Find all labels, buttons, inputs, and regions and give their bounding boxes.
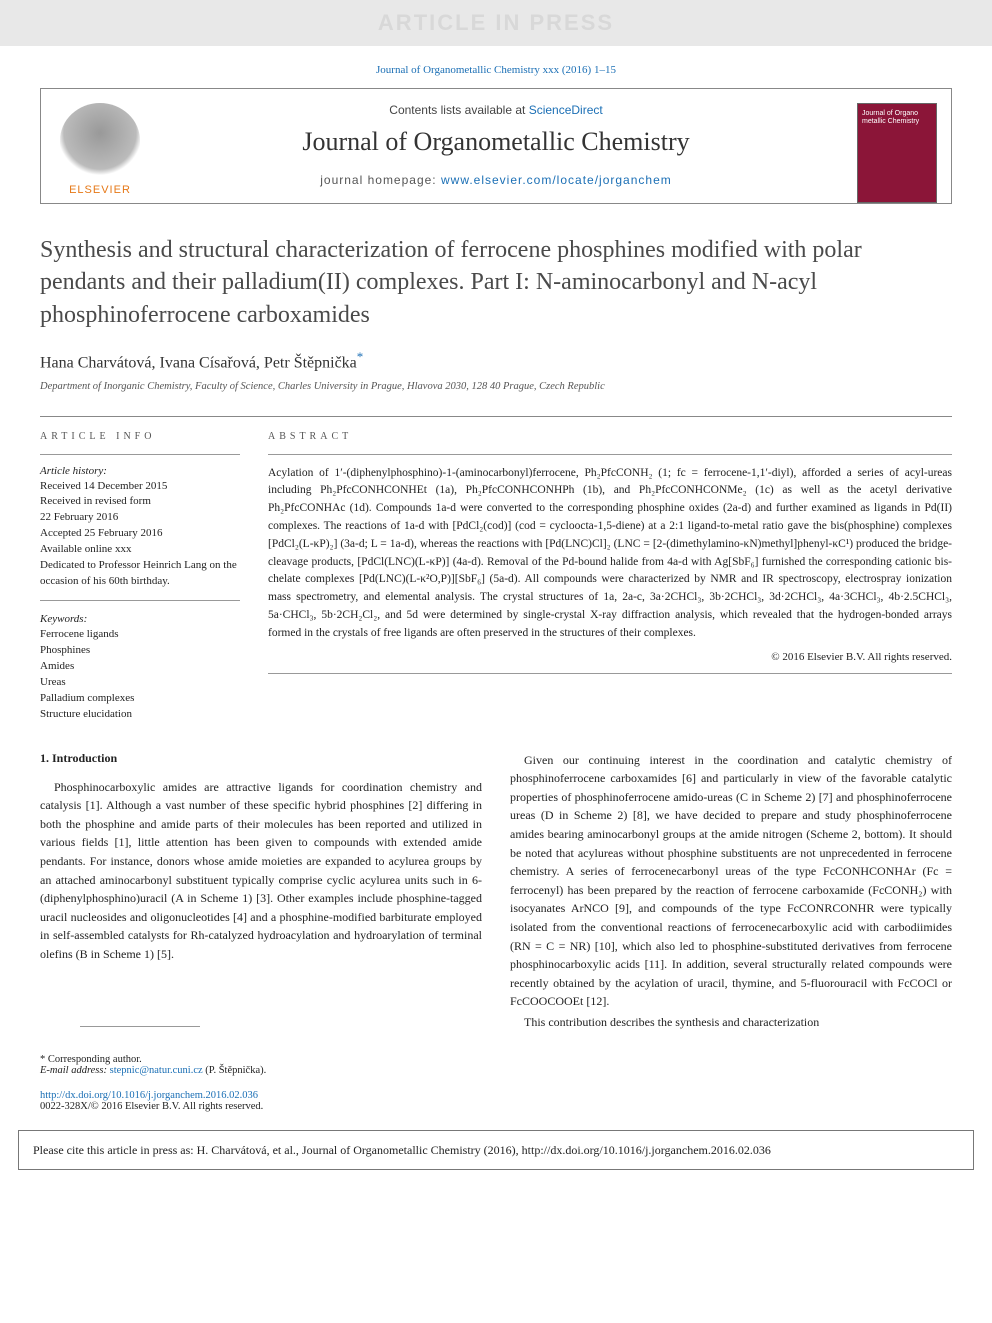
homepage-line: journal homepage: www.elsevier.com/locat… xyxy=(171,173,821,187)
article-info-column: ARTICLE INFO Article history: Received 1… xyxy=(40,431,240,723)
body-column-right: Given our continuing interest in the coo… xyxy=(510,751,952,1034)
body-paragraph: This contribution describes the synthesi… xyxy=(510,1013,952,1032)
keyword: Ureas xyxy=(40,675,240,691)
section-divider xyxy=(40,416,952,417)
history-line: 22 February 2016 xyxy=(40,510,240,526)
doi-block: http://dx.doi.org/10.1016/j.jorganchem.2… xyxy=(40,1090,952,1112)
keywords-label: Keywords: xyxy=(40,613,240,625)
abstract-copyright: © 2016 Elsevier B.V. All rights reserved… xyxy=(268,651,952,663)
corresponding-star-line: * Corresponding author. xyxy=(40,1054,952,1065)
keyword: Palladium complexes xyxy=(40,691,240,707)
in-press-watermark: ARTICLE IN PRESS xyxy=(0,0,992,46)
homepage-prefix: journal homepage: xyxy=(320,173,441,187)
elsevier-logo: ELSEVIER xyxy=(55,103,145,203)
keyword: Structure elucidation xyxy=(40,707,240,723)
issn-copyright-line: 0022-328X/© 2016 Elsevier B.V. All right… xyxy=(40,1101,952,1112)
body-two-column: 1. Introduction Phosphinocarboxylic amid… xyxy=(40,751,952,1034)
abstract-heading: ABSTRACT xyxy=(268,431,952,442)
journal-header-box: ELSEVIER Journal of Organo metallic Chem… xyxy=(40,88,952,204)
contents-prefix: Contents lists available at xyxy=(389,103,528,117)
keyword: Ferrocene ligands xyxy=(40,627,240,643)
article-title: Synthesis and structural characterizatio… xyxy=(40,234,952,331)
body-paragraph: Phosphinocarboxylic amides are attractiv… xyxy=(40,778,482,964)
sciencedirect-link[interactable]: ScienceDirect xyxy=(529,103,603,117)
homepage-link[interactable]: www.elsevier.com/locate/jorganchem xyxy=(441,173,672,187)
corresponding-author-block: * Corresponding author. E-mail address: … xyxy=(40,1054,952,1076)
abstract-text: Acylation of 1′-(diphenylphosphino)-1-(a… xyxy=(268,465,952,643)
history-dedication: Dedicated to Professor Heinrich Lang on … xyxy=(40,558,240,590)
info-divider xyxy=(40,454,240,455)
body-column-left: 1. Introduction Phosphinocarboxylic amid… xyxy=(40,751,482,1034)
history-line: Accepted 25 February 2016 xyxy=(40,526,240,542)
keyword: Amides xyxy=(40,659,240,675)
history-line: Available online xxx xyxy=(40,542,240,558)
journal-name: Journal of Organometallic Chemistry xyxy=(171,127,821,157)
affiliation: Department of Inorganic Chemistry, Facul… xyxy=(40,381,952,392)
body-paragraph: Given our continuing interest in the coo… xyxy=(510,751,952,1011)
contents-available-line: Contents lists available at ScienceDirec… xyxy=(171,103,821,117)
corresponding-star-icon: * xyxy=(357,349,364,364)
email-label: E-mail address: xyxy=(40,1065,110,1076)
email-author-name: (P. Štěpnička). xyxy=(203,1065,267,1076)
elsevier-label: ELSEVIER xyxy=(55,184,145,196)
corresponding-email-link[interactable]: stepnic@natur.cuni.cz xyxy=(110,1065,203,1076)
author-list: Hana Charvátová, Ivana Císařová, Petr Št… xyxy=(40,349,952,372)
keyword: Phosphines xyxy=(40,643,240,659)
history-label: Article history: xyxy=(40,465,240,477)
authors-text: Hana Charvátová, Ivana Císařová, Petr Št… xyxy=(40,355,357,372)
article-info-heading: ARTICLE INFO xyxy=(40,431,240,442)
corresponding-rule xyxy=(80,1026,200,1027)
info-abstract-row: ARTICLE INFO Article history: Received 1… xyxy=(40,431,952,723)
journal-reference: Journal of Organometallic Chemistry xxx … xyxy=(0,64,992,76)
cite-in-press-box: Please cite this article in press as: H.… xyxy=(18,1130,974,1170)
info-divider xyxy=(40,600,240,601)
abstract-top-rule xyxy=(268,454,952,455)
history-line: Received in revised form xyxy=(40,494,240,510)
elsevier-tree-icon xyxy=(60,103,140,178)
history-line: Received 14 December 2015 xyxy=(40,479,240,495)
abstract-column: ABSTRACT Acylation of 1′-(diphenylphosph… xyxy=(268,431,952,723)
abstract-bottom-rule xyxy=(268,673,952,674)
journal-cover-thumbnail: Journal of Organo metallic Chemistry xyxy=(857,103,937,203)
section-1-heading: 1. Introduction xyxy=(40,751,482,766)
doi-link[interactable]: http://dx.doi.org/10.1016/j.jorganchem.2… xyxy=(40,1090,258,1101)
